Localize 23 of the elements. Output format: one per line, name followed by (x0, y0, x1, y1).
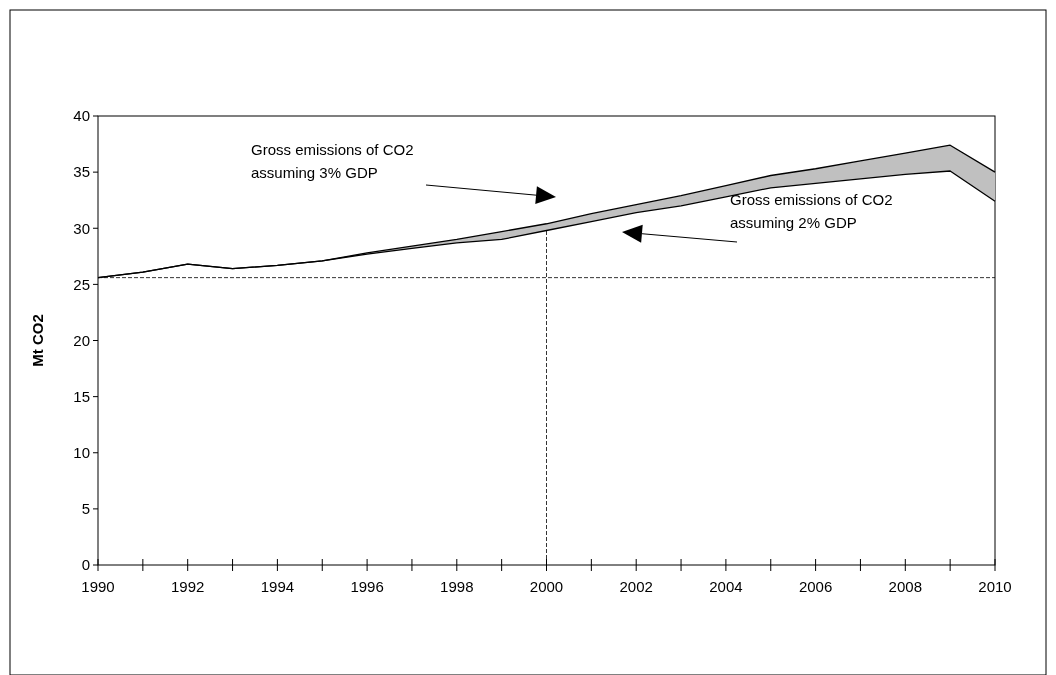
x-tick-label: 2000 (529, 578, 564, 595)
y-tick-label: 35 (73, 163, 90, 181)
y-tick-label: 15 (73, 387, 90, 405)
y-axis-title: Mt CO2 (29, 314, 46, 367)
y-tick-label: 10 (73, 444, 90, 461)
x-tick-label: 1998 (440, 578, 474, 595)
y-tick-label: 5 (81, 500, 90, 518)
annotation: Gross emissions of CO2 assuming 3% GDP (251, 141, 414, 181)
x-tick-label: 2002 (619, 578, 653, 595)
x-tick-label: 1992 (171, 578, 205, 595)
annotation: Gross emissions of CO2 assuming 2% GDP (730, 191, 893, 231)
x-tick-label: 2010 (978, 578, 1012, 595)
y-tick-label: 40 (73, 107, 90, 125)
x-tick-label: 1994 (260, 578, 295, 595)
x-tick-label: 2004 (709, 578, 743, 595)
x-tick-label: 2006 (798, 578, 833, 595)
y-tick-label: 25 (73, 275, 90, 293)
x-tick-label: 1996 (350, 578, 384, 595)
y-tick-label: 0 (81, 556, 90, 574)
y-tick-label: 20 (73, 331, 90, 349)
y-tick-label: 30 (73, 219, 90, 237)
x-tick-label: 1990 (81, 578, 115, 595)
x-tick-label: 2008 (888, 578, 922, 595)
